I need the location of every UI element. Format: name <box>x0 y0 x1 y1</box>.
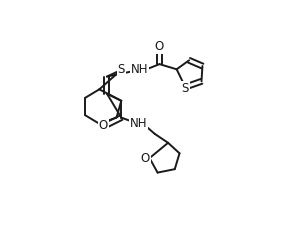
Text: S: S <box>118 63 125 76</box>
Text: O: O <box>98 119 108 132</box>
Text: S: S <box>182 82 189 95</box>
Text: O: O <box>141 152 150 165</box>
Text: NH: NH <box>130 117 147 130</box>
Text: NH: NH <box>131 63 148 76</box>
Text: O: O <box>155 40 164 53</box>
